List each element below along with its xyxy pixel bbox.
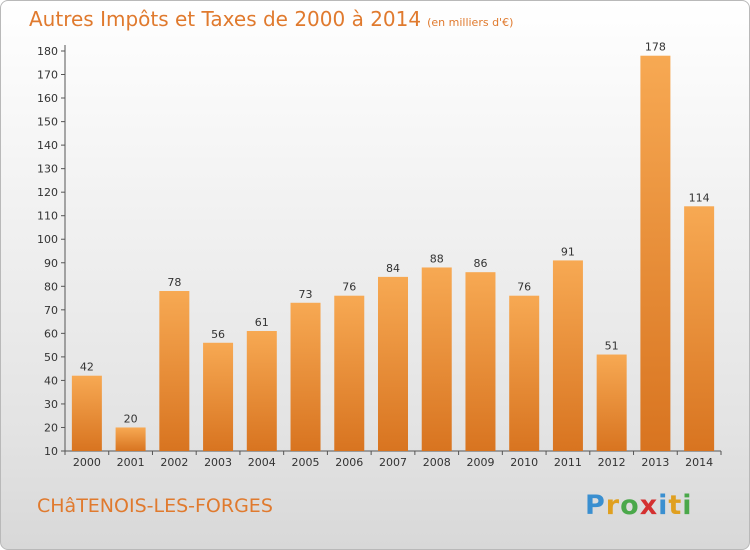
data-label: 78 bbox=[167, 276, 181, 289]
logo-letter: r bbox=[605, 490, 621, 521]
y-tick-label: 60 bbox=[44, 327, 58, 340]
x-tick-label: 2010 bbox=[510, 456, 538, 469]
proxiti-logo[interactable]: Proxiti bbox=[585, 490, 693, 521]
y-tick-label: 160 bbox=[37, 92, 58, 105]
y-tick-label: 90 bbox=[44, 257, 58, 270]
data-label: 84 bbox=[386, 262, 400, 275]
bar-2010 bbox=[509, 295, 540, 451]
chart-title: Autres Impôts et Taxes de 2000 à 2014 (en… bbox=[29, 7, 513, 31]
x-tick-label: 2009 bbox=[466, 456, 494, 469]
y-tick-label: 110 bbox=[37, 210, 58, 223]
bar-2002 bbox=[159, 291, 190, 451]
bar-2009 bbox=[465, 272, 496, 451]
logo-letter: t bbox=[668, 490, 683, 521]
bar-2014 bbox=[684, 206, 715, 451]
data-label: 86 bbox=[473, 257, 487, 270]
data-label: 42 bbox=[80, 361, 94, 374]
chart-subtitle: (en milliers d'€) bbox=[427, 16, 514, 29]
y-tick-label: 150 bbox=[37, 116, 58, 129]
x-tick-label: 2001 bbox=[117, 456, 145, 469]
bar-2005 bbox=[290, 302, 321, 451]
x-tick-label: 2008 bbox=[423, 456, 451, 469]
data-label: 56 bbox=[211, 328, 225, 341]
commune-name: CHâTENOIS-LES-FORGES bbox=[37, 495, 273, 517]
x-tick-label: 2007 bbox=[379, 456, 407, 469]
y-tick-label: 20 bbox=[44, 421, 58, 434]
x-tick-label: 2002 bbox=[160, 456, 188, 469]
y-tick-label: 30 bbox=[44, 398, 58, 411]
data-label: 178 bbox=[645, 41, 666, 54]
data-label: 61 bbox=[255, 316, 269, 329]
axes: 10 20 30 40 50 60 70 80 90 100 110 120 130 140 150 160 1… bbox=[37, 45, 722, 469]
bars bbox=[71, 55, 715, 452]
x-tick-label: 2003 bbox=[204, 456, 232, 469]
y-tick-label: 70 bbox=[44, 304, 58, 317]
y-tick-label: 140 bbox=[37, 139, 58, 152]
bar-2003 bbox=[203, 342, 234, 451]
x-tick-label: 2013 bbox=[641, 456, 669, 469]
bar-2012 bbox=[596, 354, 627, 451]
bar-2007 bbox=[378, 276, 408, 451]
logo-letter: x bbox=[639, 490, 659, 521]
y-tick-label: 180 bbox=[37, 45, 58, 58]
data-labels: 42 20 78 56 61 73 76 84 88 86 76 91 51 178 114 bbox=[80, 41, 710, 426]
data-label: 114 bbox=[689, 191, 710, 204]
y-tick-label: 170 bbox=[37, 69, 58, 82]
data-label: 76 bbox=[517, 281, 531, 294]
data-label: 91 bbox=[561, 245, 575, 258]
x-tick-label: 2006 bbox=[335, 456, 363, 469]
y-tick-label: 50 bbox=[44, 351, 58, 364]
data-label: 20 bbox=[124, 412, 138, 425]
y-tick-label: 10 bbox=[44, 445, 58, 458]
y-tick-label: 80 bbox=[44, 280, 58, 293]
x-tick-label: 2014 bbox=[685, 456, 713, 469]
data-label: 73 bbox=[299, 288, 313, 301]
bar-2006 bbox=[334, 295, 365, 451]
bar-2004 bbox=[246, 331, 277, 451]
x-tick-label: 2011 bbox=[554, 456, 582, 469]
bar-2011 bbox=[552, 260, 583, 451]
data-label: 76 bbox=[342, 281, 356, 294]
bar-2001 bbox=[115, 427, 146, 451]
logo-letter: i bbox=[658, 490, 669, 521]
y-tick-label: 100 bbox=[37, 233, 58, 246]
logo-letter: o bbox=[620, 490, 640, 521]
y-tick-label: 40 bbox=[44, 374, 58, 387]
y-tick-label: 130 bbox=[37, 163, 58, 176]
bar-2013 bbox=[640, 55, 671, 452]
logo-letter: P bbox=[585, 490, 606, 521]
data-label: 88 bbox=[430, 252, 444, 265]
x-tick-label: 2000 bbox=[73, 456, 101, 469]
y-tick-label: 120 bbox=[37, 186, 58, 199]
x-tick-label: 2004 bbox=[248, 456, 276, 469]
data-label: 51 bbox=[605, 340, 619, 353]
bar-2008 bbox=[421, 267, 452, 451]
bar-2000 bbox=[71, 375, 102, 451]
chart-title-text: Autres Impôts et Taxes de 2000 à 2014 bbox=[29, 7, 422, 31]
logo-letter: i bbox=[682, 490, 693, 521]
x-tick-label: 2005 bbox=[292, 456, 320, 469]
x-tick-label: 2012 bbox=[598, 456, 626, 469]
